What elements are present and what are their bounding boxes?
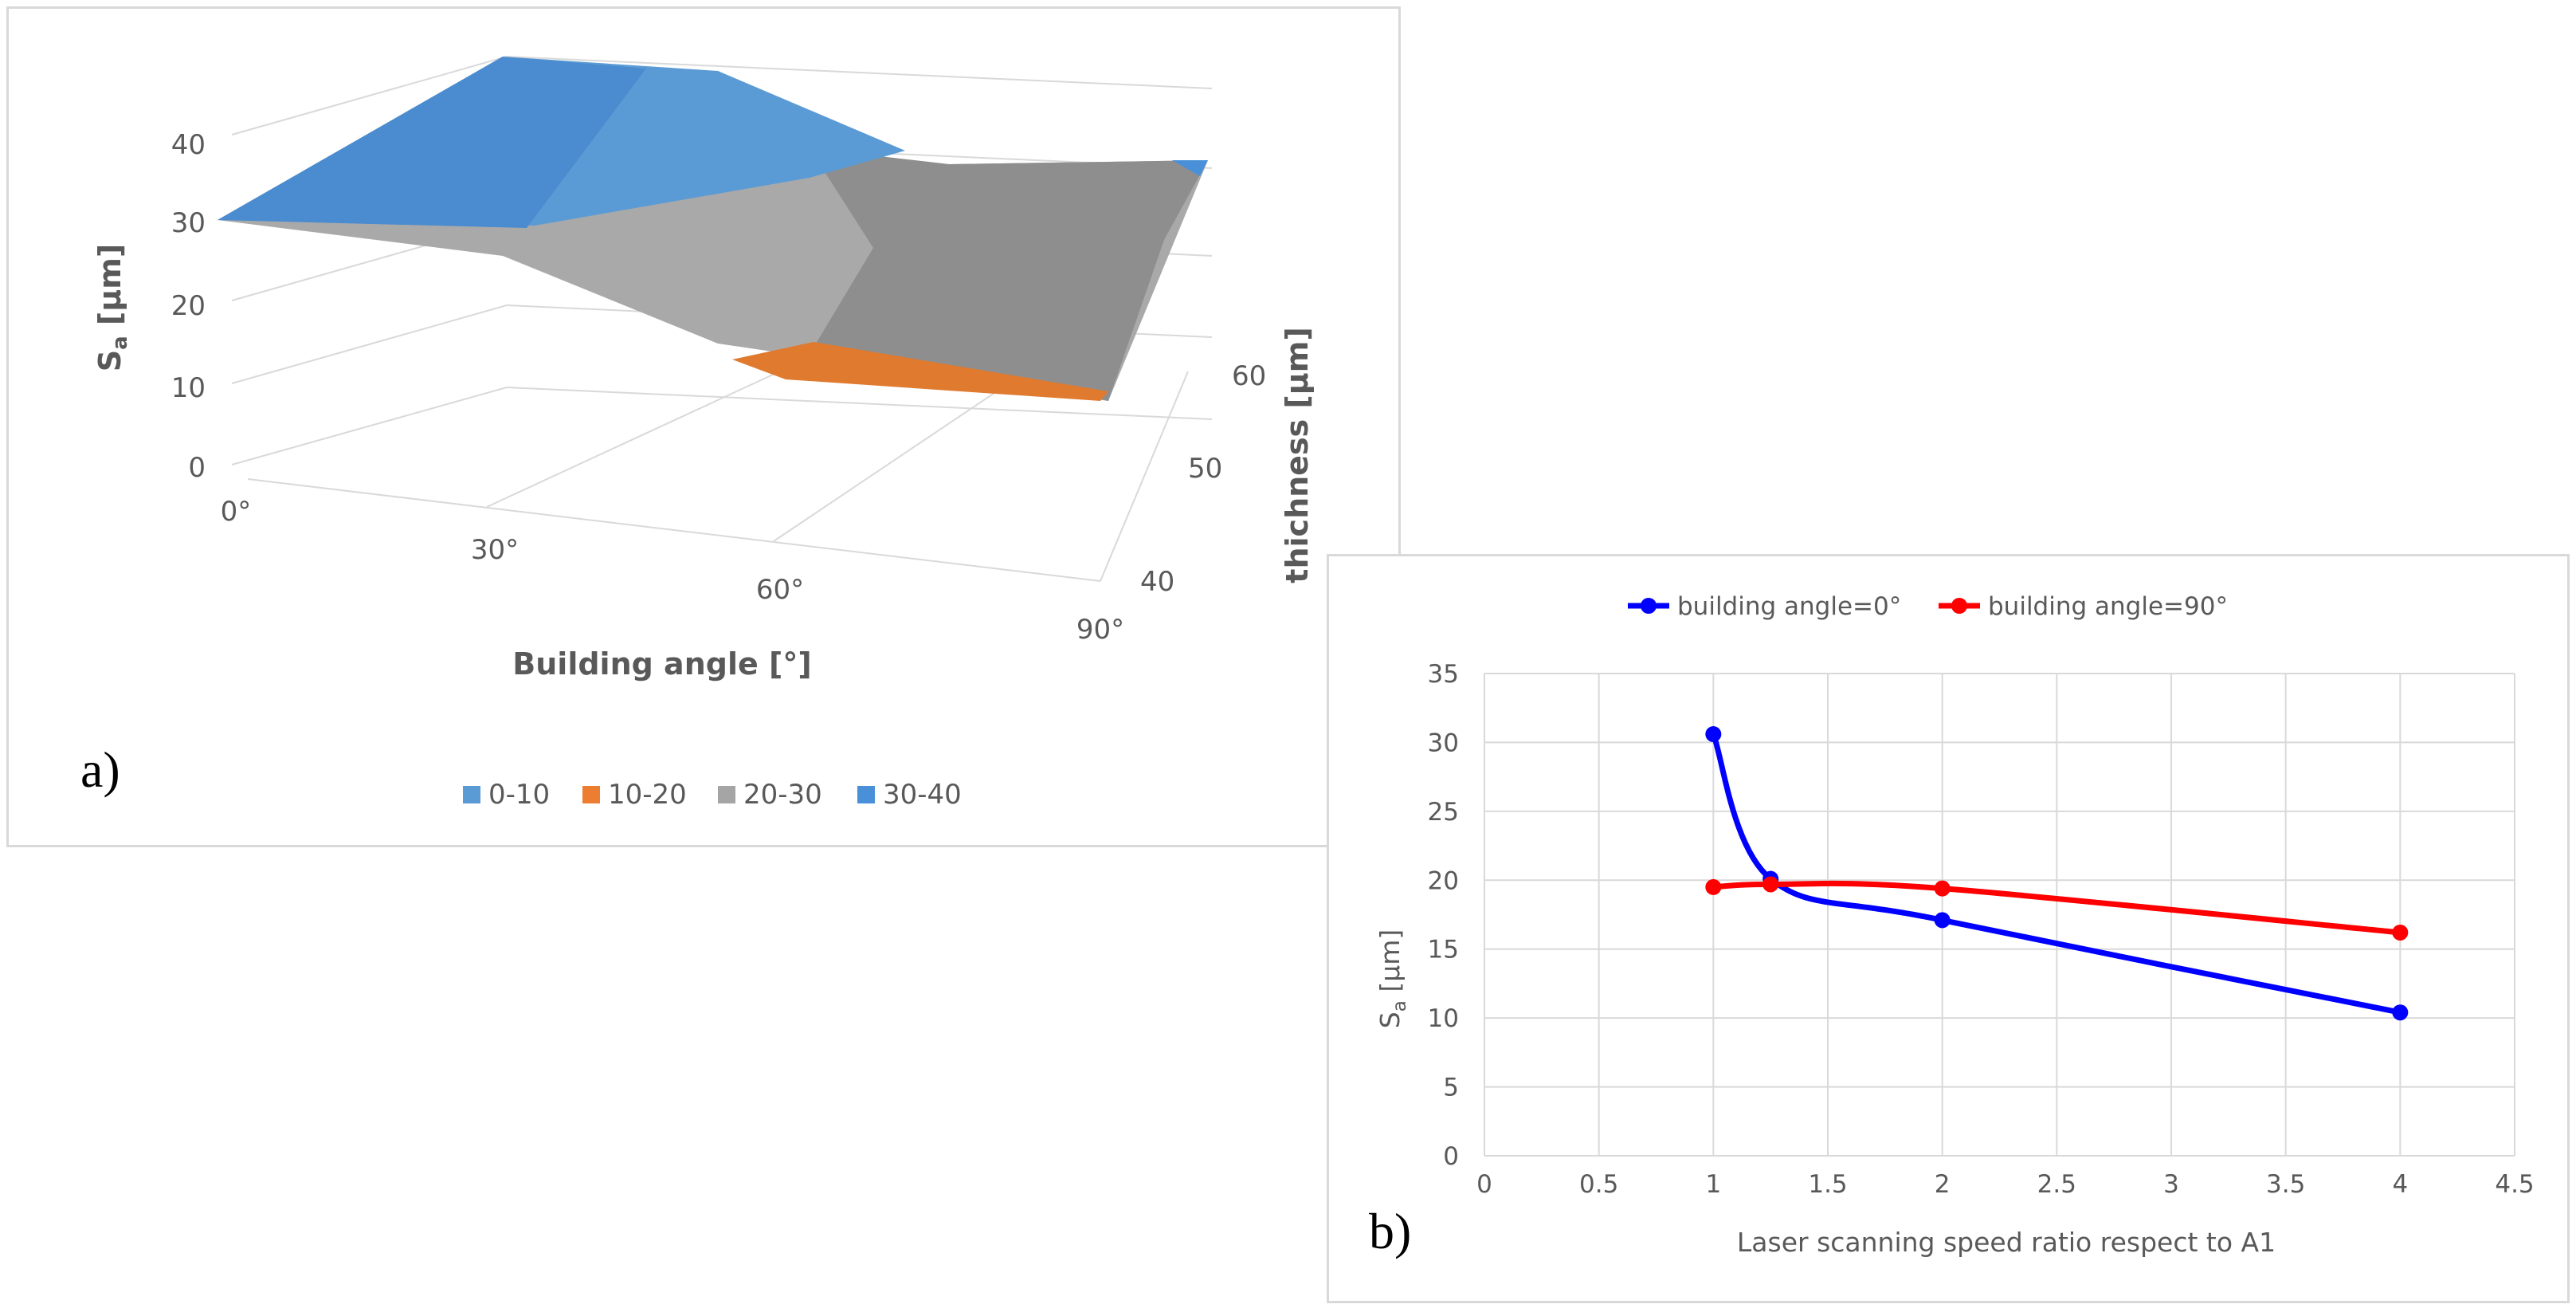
data-point (1705, 726, 1722, 743)
grid-line (506, 387, 1213, 420)
y-axis-title: Sa [µm] (92, 244, 132, 371)
legend-label: 20-30 (743, 779, 822, 811)
grid-line (486, 359, 806, 508)
legend-marker (1641, 598, 1657, 614)
surface-orange-region (732, 342, 1108, 401)
series-1 (1705, 876, 2409, 941)
grid-line (231, 304, 508, 384)
surface-dark-gray-region (810, 148, 1208, 401)
y-tick-label: 30 (171, 207, 206, 239)
y-axis-title-unit: [µm] (1374, 929, 1406, 1000)
data-point (1705, 878, 1722, 895)
x-axis-title: Building angle [°] (512, 646, 811, 682)
x-tick-label: 0 (1476, 1170, 1492, 1199)
x-tick-label: 1 (1705, 1170, 1721, 1199)
legend-label: building angle=0° (1677, 592, 1901, 621)
legend-item: 30-40 (857, 779, 962, 811)
y-axis-title-symbol: S (92, 350, 127, 371)
surface-blue-region (218, 57, 646, 228)
y-tick-label: 25 (1428, 798, 1459, 827)
grid-line (1100, 371, 1189, 582)
legend-label: 10-20 (608, 779, 687, 811)
x-tick-label: 60° (756, 574, 804, 606)
x-axis-ticks: 0° 30° 60° 90° (221, 496, 1124, 646)
surface (218, 57, 1208, 401)
series-line (1711, 733, 2402, 1015)
legend-item: 0-10 (463, 779, 550, 811)
grid-line (247, 478, 1101, 582)
legend-item: building angle=0° (1628, 592, 1901, 621)
data-point (1934, 912, 1951, 929)
series-0 (1705, 726, 2409, 1021)
x-tick-label: 30° (471, 534, 519, 566)
surface-chart: 0 10 20 30 40 0° 30° 60° 90° 40 50 60 Building an… (92, 56, 1315, 811)
legend-swatch (582, 786, 600, 803)
x-tick-label: 0.5 (1579, 1170, 1618, 1199)
depth-tick-label: 40 (1140, 566, 1174, 598)
x-tick-label: 2.5 (2037, 1170, 2076, 1199)
legend-item: 10-20 (582, 779, 687, 811)
x-tick-label: 4.5 (2495, 1170, 2534, 1199)
y-tick-label: 40 (171, 129, 206, 161)
legend-label: 30-40 (883, 779, 962, 811)
legend-label: building angle=90° (1988, 592, 2228, 621)
legend-item: building angle=90° (1939, 592, 2228, 621)
legend-marker (1951, 598, 1967, 614)
y-tick-label: 10 (171, 372, 206, 404)
grid-line (231, 56, 508, 136)
y-axis-title-unit: [µm] (92, 244, 127, 336)
y-tick-label: 5 (1443, 1074, 1459, 1102)
y-tick-label: 0 (1443, 1142, 1459, 1171)
grid-line (506, 56, 1213, 89)
x-tick-label: 3.5 (2266, 1170, 2305, 1199)
depth-tick-label: 50 (1188, 453, 1222, 485)
grid-line (231, 387, 508, 465)
y-tick-label: 35 (1428, 660, 1459, 689)
y-tick-label: 10 (1428, 1004, 1459, 1033)
y-axis-title: Sa [µm] (1374, 929, 1410, 1028)
grid (1484, 673, 2515, 1157)
legend: building angle=0° building angle=90° (1628, 592, 2228, 621)
series (1705, 726, 2409, 1021)
data-point (2392, 1004, 2409, 1021)
x-tick-label: 1.5 (1808, 1170, 1847, 1199)
x-tick-label: 3 (2163, 1170, 2179, 1199)
data-point (1934, 880, 1951, 897)
y-tick-label: 20 (1428, 866, 1459, 895)
x-tick-label: 0° (221, 496, 252, 528)
legend: 0-10 10-20 20-30 30-40 (463, 779, 962, 811)
line-chart: 0 5 10 15 20 25 30 35 0 0.5 1 1.5 2 2.5 3 3.5 4 4.5 buil… (1374, 592, 2535, 1258)
depth-tick-label: 60 (1232, 360, 1266, 392)
y-axis-title-subscript: a (1390, 1000, 1410, 1011)
y-axis-ticks: 0 10 20 30 40 (171, 129, 206, 484)
surface-chart-panel: 0 10 20 30 40 0° 30° 60° 90° 40 50 60 Building an… (6, 6, 1401, 847)
y-axis-ticks: 0 5 10 15 20 25 30 35 (1428, 660, 1459, 1171)
panel-label: b) (1369, 1203, 1412, 1259)
legend-item: 20-30 (718, 779, 822, 811)
legend-swatch (718, 786, 735, 803)
y-axis-title-subscript: a (108, 336, 132, 350)
depth-axis-ticks: 40 50 60 (1140, 360, 1266, 598)
data-point (2392, 924, 2409, 941)
x-tick-label: 4 (2392, 1170, 2408, 1199)
y-tick-label: 15 (1428, 936, 1459, 964)
legend-swatch (857, 786, 875, 803)
x-tick-label: 2 (1935, 1170, 1951, 1199)
legend-label: 0-10 (488, 779, 550, 811)
depth-axis-title: thichness [µm] (1280, 327, 1315, 583)
y-axis-title-symbol: S (1374, 1011, 1406, 1028)
x-axis-ticks: 0 0.5 1 1.5 2 2.5 3 3.5 4 4.5 (1476, 1170, 2535, 1199)
data-point (1762, 876, 1779, 893)
line-chart-panel: 0 5 10 15 20 25 30 35 0 0.5 1 1.5 2 2.5 3 3.5 4 4.5 buil… (1327, 554, 2570, 1303)
legend-swatch (463, 786, 480, 803)
x-axis-title: Laser scanning speed ratio respect to A1 (1737, 1227, 2276, 1258)
y-tick-label: 20 (171, 290, 206, 322)
panel-label: a) (80, 741, 120, 798)
grid-line (773, 391, 998, 542)
x-tick-label: 90° (1076, 614, 1124, 646)
y-tick-label: 30 (1428, 729, 1459, 757)
y-tick-label: 0 (188, 452, 206, 484)
surface-blue-region (1172, 160, 1208, 176)
